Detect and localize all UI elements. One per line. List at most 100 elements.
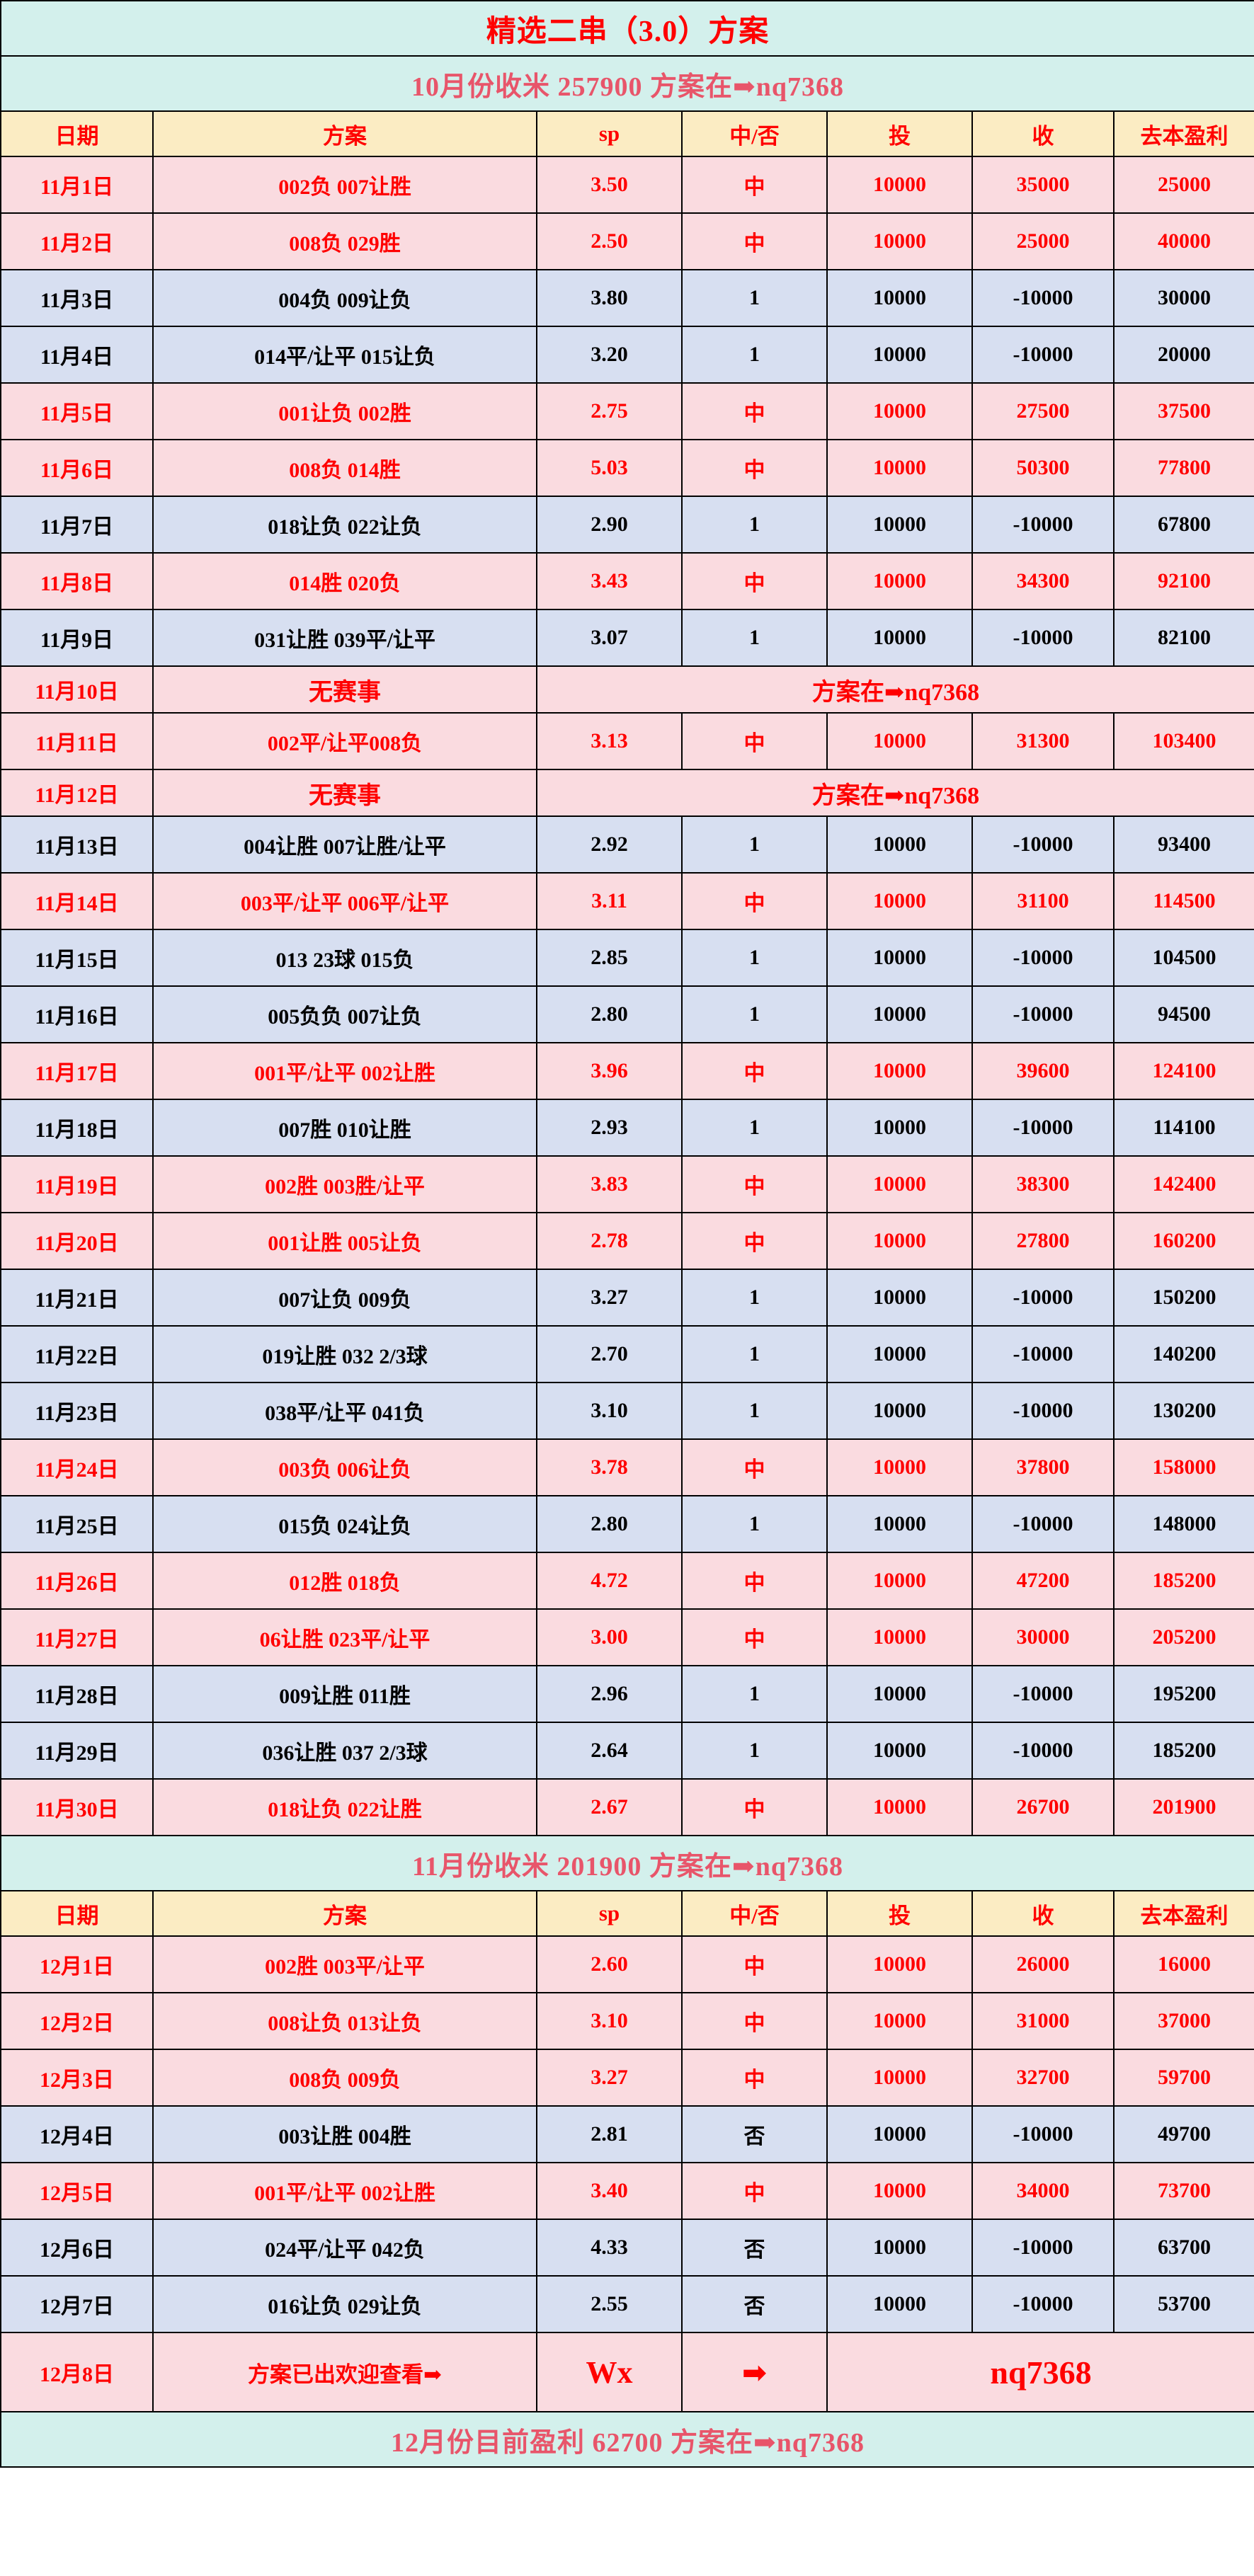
- row-result: 中: [681, 1608, 828, 1666]
- row-bet: 10000: [826, 382, 973, 440]
- row-plan: 001让胜 005让负: [152, 1212, 537, 1270]
- row-win: 30000: [971, 1608, 1115, 1666]
- row-result: 1: [681, 1665, 828, 1723]
- row-result: 中: [681, 212, 828, 270]
- row-result: 1: [681, 1495, 828, 1553]
- row-plan: 003让胜 004胜: [152, 2105, 537, 2163]
- row-date: 11月24日: [0, 1438, 154, 1496]
- row-plan: 009让胜 011胜: [152, 1665, 537, 1723]
- row-result: 中: [681, 552, 828, 610]
- row-plan: 002平/让平008负: [152, 712, 537, 770]
- row-profit: 150200: [1113, 1269, 1254, 1327]
- row-bet: 10000: [826, 1495, 973, 1553]
- row-plan: 024平/让平 042负: [152, 2219, 537, 2277]
- promo-plan-label: 方案已出欢迎查看➡: [152, 2332, 537, 2412]
- table-row: 11月5日 001让负 002胜 2.75 中 10000 27500 37500: [0, 382, 1254, 440]
- row-result: 中: [681, 1552, 828, 1610]
- table-row: 11月11日 002平/让平008负 3.13 中 10000 31300 103400: [0, 712, 1254, 770]
- row-bet: 10000: [826, 815, 973, 874]
- row-plan: 014胜 020负: [152, 552, 537, 610]
- row-sp: 3.10: [536, 1992, 683, 2050]
- table-row: 11月21日 007让负 009负 3.27 1 10000 -10000 150200: [0, 1269, 1254, 1327]
- october-summary-row: 10月份收米 257900 方案在➡nq7368: [0, 55, 1254, 112]
- header-profit: 去本盈利: [1113, 1890, 1254, 1937]
- row-sp: 3.27: [536, 1269, 683, 1327]
- row-win: 31300: [971, 712, 1115, 770]
- row-result: 1: [681, 1325, 828, 1383]
- row-bet: 10000: [826, 552, 973, 610]
- row-date: 12月4日: [0, 2105, 154, 2163]
- table-row: 11月9日 031让胜 039平/让平 3.07 1 10000 -10000 82100: [0, 609, 1254, 667]
- row-bet: 10000: [826, 1722, 973, 1780]
- row-profit: 82100: [1113, 609, 1254, 667]
- row-win: -10000: [971, 1325, 1115, 1383]
- row-win: -10000: [971, 1722, 1115, 1780]
- row-result: 1: [681, 496, 828, 554]
- row-result: 1: [681, 326, 828, 384]
- november-summary: 11月份收米 201900 方案在➡nq7368: [0, 1835, 1254, 1891]
- row-plan: 038平/让平 041负: [152, 1382, 537, 1440]
- row-win: -10000: [971, 1099, 1115, 1157]
- row-sp: 3.11: [536, 872, 683, 930]
- row-win: 39600: [971, 1042, 1115, 1100]
- table-row: 11月16日 005负负 007让负 2.80 1 10000 -10000 94500: [0, 985, 1254, 1043]
- row-win: 35000: [971, 156, 1115, 214]
- row-win: 31000: [971, 1992, 1115, 2050]
- wechat-label: Wx: [536, 2332, 683, 2412]
- row-bet: 10000: [826, 609, 973, 667]
- row-profit: 114500: [1113, 872, 1254, 930]
- row-plan: 007让负 009负: [152, 1269, 537, 1327]
- row-date: 11月21日: [0, 1269, 154, 1327]
- row-sp: 2.81: [536, 2105, 683, 2163]
- row-plan: 018让负 022让胜: [152, 1778, 537, 1836]
- row-win: -10000: [971, 269, 1115, 327]
- no-match-label: 无赛事: [152, 665, 537, 714]
- row-plan: 016让负 029让负: [152, 2275, 537, 2333]
- row-date: 11月2日: [0, 212, 154, 270]
- row-result: 1: [681, 1722, 828, 1780]
- row-profit: 104500: [1113, 929, 1254, 987]
- row-win: -10000: [971, 326, 1115, 384]
- row-bet: 10000: [826, 712, 973, 770]
- row-result: 中: [681, 1935, 828, 1993]
- row-sp: 2.93: [536, 1099, 683, 1157]
- row-sp: 3.43: [536, 552, 683, 610]
- row-plan: 003平/让平 006平/让平: [152, 872, 537, 930]
- promo-date: 12月8日: [0, 2332, 154, 2412]
- row-plan: 007胜 010让胜: [152, 1099, 537, 1157]
- table-row: 12月7日 016让负 029让负 2.55 否 10000 -10000 53700: [0, 2275, 1254, 2333]
- row-sp: 2.67: [536, 1778, 683, 1836]
- row-plan: 003负 006让负: [152, 1438, 537, 1496]
- page-title: 精选二串（3.0）方案: [0, 0, 1254, 57]
- row-bet: 10000: [826, 1992, 973, 2050]
- row-sp: 2.90: [536, 496, 683, 554]
- november-summary-row: 11月份收米 201900 方案在➡nq7368: [0, 1835, 1254, 1891]
- row-sp: 2.70: [536, 1325, 683, 1383]
- row-profit: 160200: [1113, 1212, 1254, 1270]
- row-bet: 10000: [826, 929, 973, 987]
- row-win: 37800: [971, 1438, 1115, 1496]
- row-date: 12月2日: [0, 1992, 154, 2050]
- row-plan: 008负 009负: [152, 2049, 537, 2107]
- row-date: 11月1日: [0, 156, 154, 214]
- row-plan: 008负 029胜: [152, 212, 537, 270]
- row-plan: 002胜 003胜/让平: [152, 1155, 537, 1213]
- table-row: 12月1日 002胜 003平/让平 2.60 中 10000 26000 16000: [0, 1935, 1254, 1993]
- row-plan: 06让胜 023平/让平: [152, 1608, 537, 1666]
- table-row: 12月3日 008负 009负 3.27 中 10000 32700 59700: [0, 2049, 1254, 2107]
- row-sp: 2.55: [536, 2275, 683, 2333]
- row-plan: 002胜 003平/让平: [152, 1935, 537, 1993]
- row-sp: 3.78: [536, 1438, 683, 1496]
- row-result: 中: [681, 872, 828, 930]
- row-result: 中: [681, 156, 828, 214]
- row-profit: 130200: [1113, 1382, 1254, 1440]
- row-win: 32700: [971, 2049, 1115, 2107]
- no-match-note: 方案在➡nq7368: [536, 665, 1254, 714]
- table-row: 12月6日 024平/让平 042负 4.33 否 10000 -10000 63700: [0, 2219, 1254, 2277]
- table-row: 11月1日 002负 007让胜 3.50 中 10000 35000 25000: [0, 156, 1254, 214]
- no-match-row: 11月10日 无赛事 方案在➡nq7368: [0, 665, 1254, 714]
- row-result: 1: [681, 269, 828, 327]
- column-header-row-november: 日期 方案 sp 中/否投收去本盈利: [0, 110, 1254, 157]
- row-bet: 10000: [826, 2049, 973, 2107]
- row-win: -10000: [971, 2219, 1115, 2277]
